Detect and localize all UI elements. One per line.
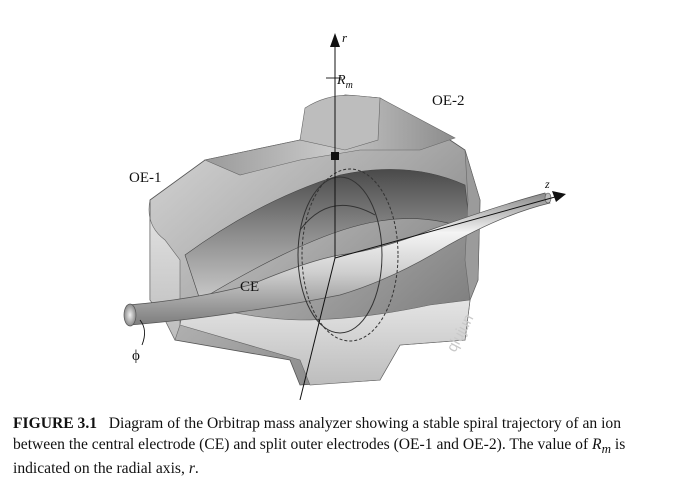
phi-label: ϕ xyxy=(132,348,140,364)
ce-label: CE xyxy=(240,279,259,295)
caption-text-2: is indicated on the radial axis, xyxy=(13,435,626,478)
figure-number: FIGURE 3.1 xyxy=(13,415,98,432)
caption-rm-symbol: R xyxy=(592,435,602,453)
caption-text-end: . xyxy=(194,460,199,478)
ion-trajectory xyxy=(297,168,399,342)
r-axis-label: r xyxy=(342,30,348,45)
rm-label: Rm xyxy=(336,73,353,91)
axes xyxy=(139,33,566,400)
central-electrode xyxy=(123,192,552,327)
z-axis-label: z xyxy=(544,177,550,191)
caption-r-symbol: r xyxy=(188,460,195,478)
orbitrap-diagram: r Rm OE-2 OE-1 CE z ϕ qiujun xyxy=(123,30,566,400)
figure-caption: FIGURE 3.1 Diagram of the Orbitrap mass … xyxy=(13,414,673,480)
oe2-label: OE-2 xyxy=(432,93,465,109)
caption-text-1: Diagram of the Orbitrap mass analyzer sh… xyxy=(13,415,622,453)
caption-rm-sub: m xyxy=(601,440,611,456)
oe1-label: OE-1 xyxy=(129,170,162,186)
